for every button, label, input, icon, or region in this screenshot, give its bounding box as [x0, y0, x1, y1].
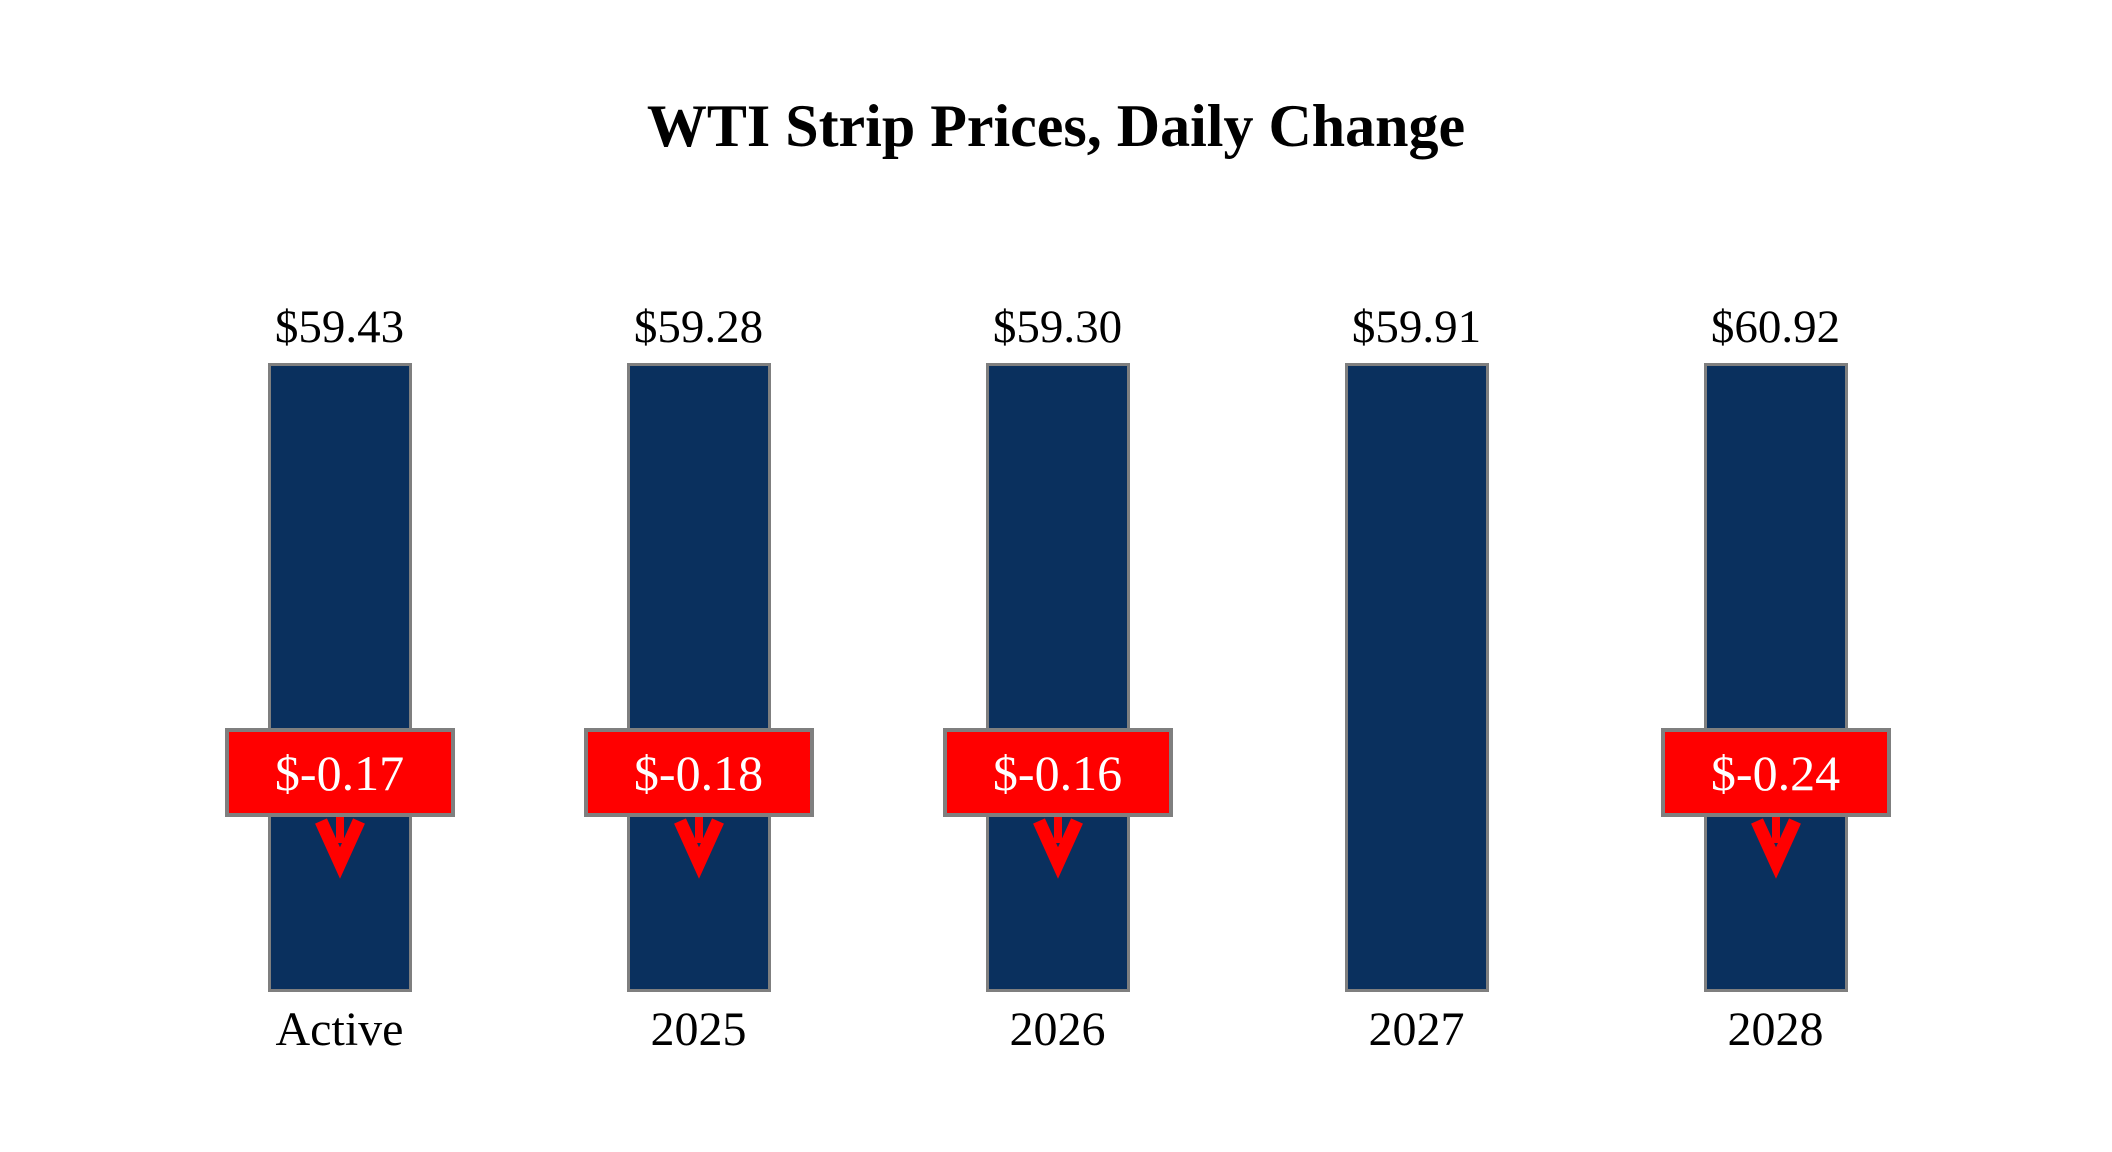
bar-group-active: $59.43 $-0.17 Active — [160, 301, 519, 1056]
category-label: 2028 — [1727, 1003, 1824, 1056]
bar-value-label: $59.28 — [633, 301, 764, 353]
bar-group-2025: $59.28 $-0.18 2025 — [519, 301, 878, 1056]
change-flag: $-0.24 — [1660, 728, 1891, 879]
down-arrow-icon — [1032, 817, 1083, 879]
bar-2027 — [1344, 362, 1489, 992]
down-arrow-icon — [673, 817, 724, 879]
bar-2026 — [985, 362, 1130, 992]
chart-title: WTI Strip Prices, Daily Change — [646, 93, 1466, 159]
change-value-box: $-0.16 — [942, 728, 1173, 817]
change-value-box: $-0.18 — [583, 728, 814, 817]
bar-active — [267, 362, 412, 992]
category-label: 2027 — [1368, 1003, 1465, 1056]
change-flag: $-0.18 — [583, 728, 814, 879]
down-arrow-icon — [1750, 817, 1801, 879]
bar-value-label: $59.91 — [1351, 301, 1482, 353]
bar-2028 — [1703, 362, 1848, 992]
change-flag: $-0.16 — [942, 728, 1173, 879]
bar-value-label: $59.30 — [992, 301, 1123, 353]
bar-group-2028: $60.92 $-0.24 2028 — [1596, 301, 1955, 1056]
bar-group-2026: $59.30 $-0.16 2026 — [878, 301, 1237, 1056]
category-label: Active — [275, 1003, 404, 1056]
wti-strip-chart: $59.43 $-0.17 Active $59.28 $-0.18 2025 … — [160, 301, 1955, 1056]
change-value-box: $-0.24 — [1660, 728, 1891, 817]
bar-2025 — [626, 362, 771, 992]
bar-value-label: $60.92 — [1710, 301, 1841, 353]
category-label: 2026 — [1009, 1003, 1106, 1056]
change-flag: $-0.17 — [224, 728, 455, 879]
change-value-box: $-0.17 — [224, 728, 455, 817]
bar-group-2027: $59.91 2027 — [1237, 301, 1596, 1056]
bar-value-label: $59.43 — [274, 301, 405, 353]
down-arrow-icon — [314, 817, 365, 879]
category-label: 2025 — [650, 1003, 747, 1056]
